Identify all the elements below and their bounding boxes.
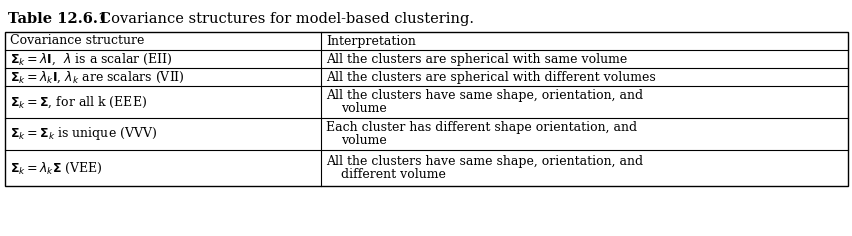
Text: All the clusters are spherical with different volumes: All the clusters are spherical with diff… xyxy=(325,71,655,84)
Text: $\mathbf{\Sigma}_k = \mathbf{\Sigma}$, for all k (EEE): $\mathbf{\Sigma}_k = \mathbf{\Sigma}$, f… xyxy=(10,94,147,110)
Text: volume: volume xyxy=(341,134,387,147)
Text: $\mathbf{\Sigma}_k = \lambda_k \mathbf{\Sigma}$ (VEE): $\mathbf{\Sigma}_k = \lambda_k \mathbf{\… xyxy=(10,160,103,176)
Text: Each cluster has different shape orientation, and: Each cluster has different shape orienta… xyxy=(325,122,636,135)
Text: All the clusters have same shape, orientation, and: All the clusters have same shape, orient… xyxy=(325,156,642,169)
Text: different volume: different volume xyxy=(341,168,446,181)
Text: Table 12.6.1: Table 12.6.1 xyxy=(8,12,108,26)
Text: $\mathbf{\Sigma}_k = \mathbf{\Sigma}_k$ is unique (VVV): $\mathbf{\Sigma}_k = \mathbf{\Sigma}_k$ … xyxy=(10,126,157,143)
Text: $\mathbf{\Sigma}_k = \lambda_k \mathbf{I}$, $\lambda_k$ are scalars (VII): $\mathbf{\Sigma}_k = \lambda_k \mathbf{I… xyxy=(10,69,185,85)
Text: volume: volume xyxy=(341,101,387,114)
Text: Interpretation: Interpretation xyxy=(325,34,416,47)
Text: All the clusters are spherical with same volume: All the clusters are spherical with same… xyxy=(325,52,626,66)
Text: $\mathbf{\Sigma}_k = \lambda \mathbf{I}$,  $\lambda$ is a scalar (EII): $\mathbf{\Sigma}_k = \lambda \mathbf{I}$… xyxy=(10,51,172,67)
Text: Covariance structures for model-based clustering.: Covariance structures for model-based cl… xyxy=(86,12,474,26)
Text: All the clusters have same shape, orientation, and: All the clusters have same shape, orient… xyxy=(325,89,642,102)
Text: Covariance structure: Covariance structure xyxy=(10,34,144,47)
Bar xyxy=(5,32,847,186)
